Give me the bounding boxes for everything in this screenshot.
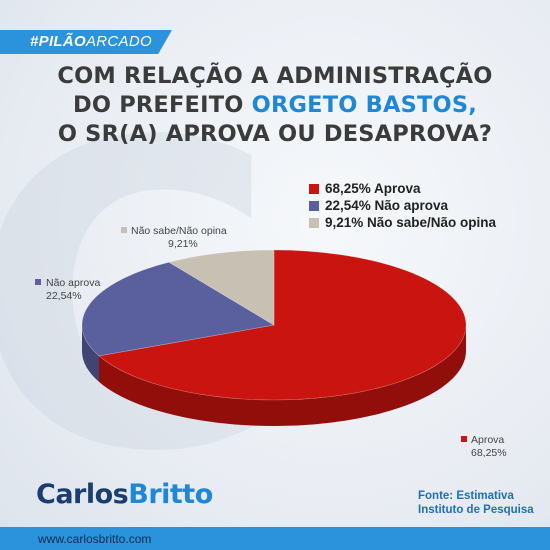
source-note: Fonte: Estimativa Instituto de Pesquisa [418,489,538,517]
logo-part-1: Carlos [36,479,129,510]
logo-part-2: Britto [128,479,213,510]
label-swatch-nao-sabe [121,227,127,233]
label-name-nao-sabe: Não sabe/Não opina [131,225,227,237]
headline-line-2-prefix: DO PREFEITO [72,92,252,118]
headline-mayor-name: ORGETO BASTOS, [251,92,478,118]
headline-line-2: DO PREFEITO ORGETO BASTOS, [0,91,550,120]
pie-depth [82,325,467,427]
pie-slice-nao-aprova [81,261,276,357]
brand-tag-bold: #PILÃO [30,33,86,50]
brand-tag-bar [0,30,172,54]
website-url: www.carlosbritto.com [38,532,152,546]
pie-slices [81,249,467,401]
legend-label-aprova: 68,25% Aprova [325,181,421,196]
pie-side-aprova [99,325,467,427]
pie-slice-aprova [98,249,467,401]
legend-item-nao-aprova: 22,54% Não aprova [309,197,496,214]
label-swatch-nao-aprova [35,279,41,285]
legend-swatch-aprova [309,183,319,194]
headline: COM RELAÇÃO A ADMINISTRAÇÃO DO PREFEITO … [0,62,550,149]
pie-slice-nao-sabe-nao-opina [167,249,275,326]
legend-label-nao-aprova: 22,54% Não aprova [325,198,449,213]
label-nao-sabe: Não sabe/Não opina 9,21% [121,225,227,250]
legend-swatch-nao-aprova [309,200,319,211]
legend-swatch-nao-sabe [309,217,319,228]
label-name-aprova: Aprova [471,434,504,446]
legend-label-nao-sabe: 9,21% Não sabe/Não opina [325,215,497,230]
legend-item-nao-sabe: 9,21% Não sabe/Não opina [309,214,496,231]
headline-line-3: O SR(A) APROVA OU DESAPROVA? [57,121,493,147]
pie-side-nao-aprova [82,325,100,382]
brand-tag: #PILÃOARCADO [30,31,152,53]
legend-item-aprova: 68,25% Aprova [309,180,496,197]
source-line-1: Fonte: Estimativa [418,490,514,502]
label-value-aprova: 68,25% [471,447,507,459]
brand-tag-light: ARCADO [85,33,152,50]
label-value-nao-sabe: 9,21% [168,238,198,250]
label-swatch-aprova [461,436,467,442]
chart-legend: 68,25% Aprova 22,54% Não aprova 9,21% Nã… [309,180,496,231]
label-aprova: Aprova 68,25% [461,434,507,459]
label-nao-aprova: Não aprova 22,54% [35,277,100,302]
source-line-2: Instituto de Pesquisa [418,504,534,516]
footer-bar [0,527,550,550]
logo: CarlosBritto [36,479,213,510]
headline-line-1: COM RELAÇÃO A ADMINISTRAÇÃO [57,63,493,89]
label-name-nao-aprova: Não aprova [46,277,100,289]
label-value-nao-aprova: 22,54% [46,290,82,302]
